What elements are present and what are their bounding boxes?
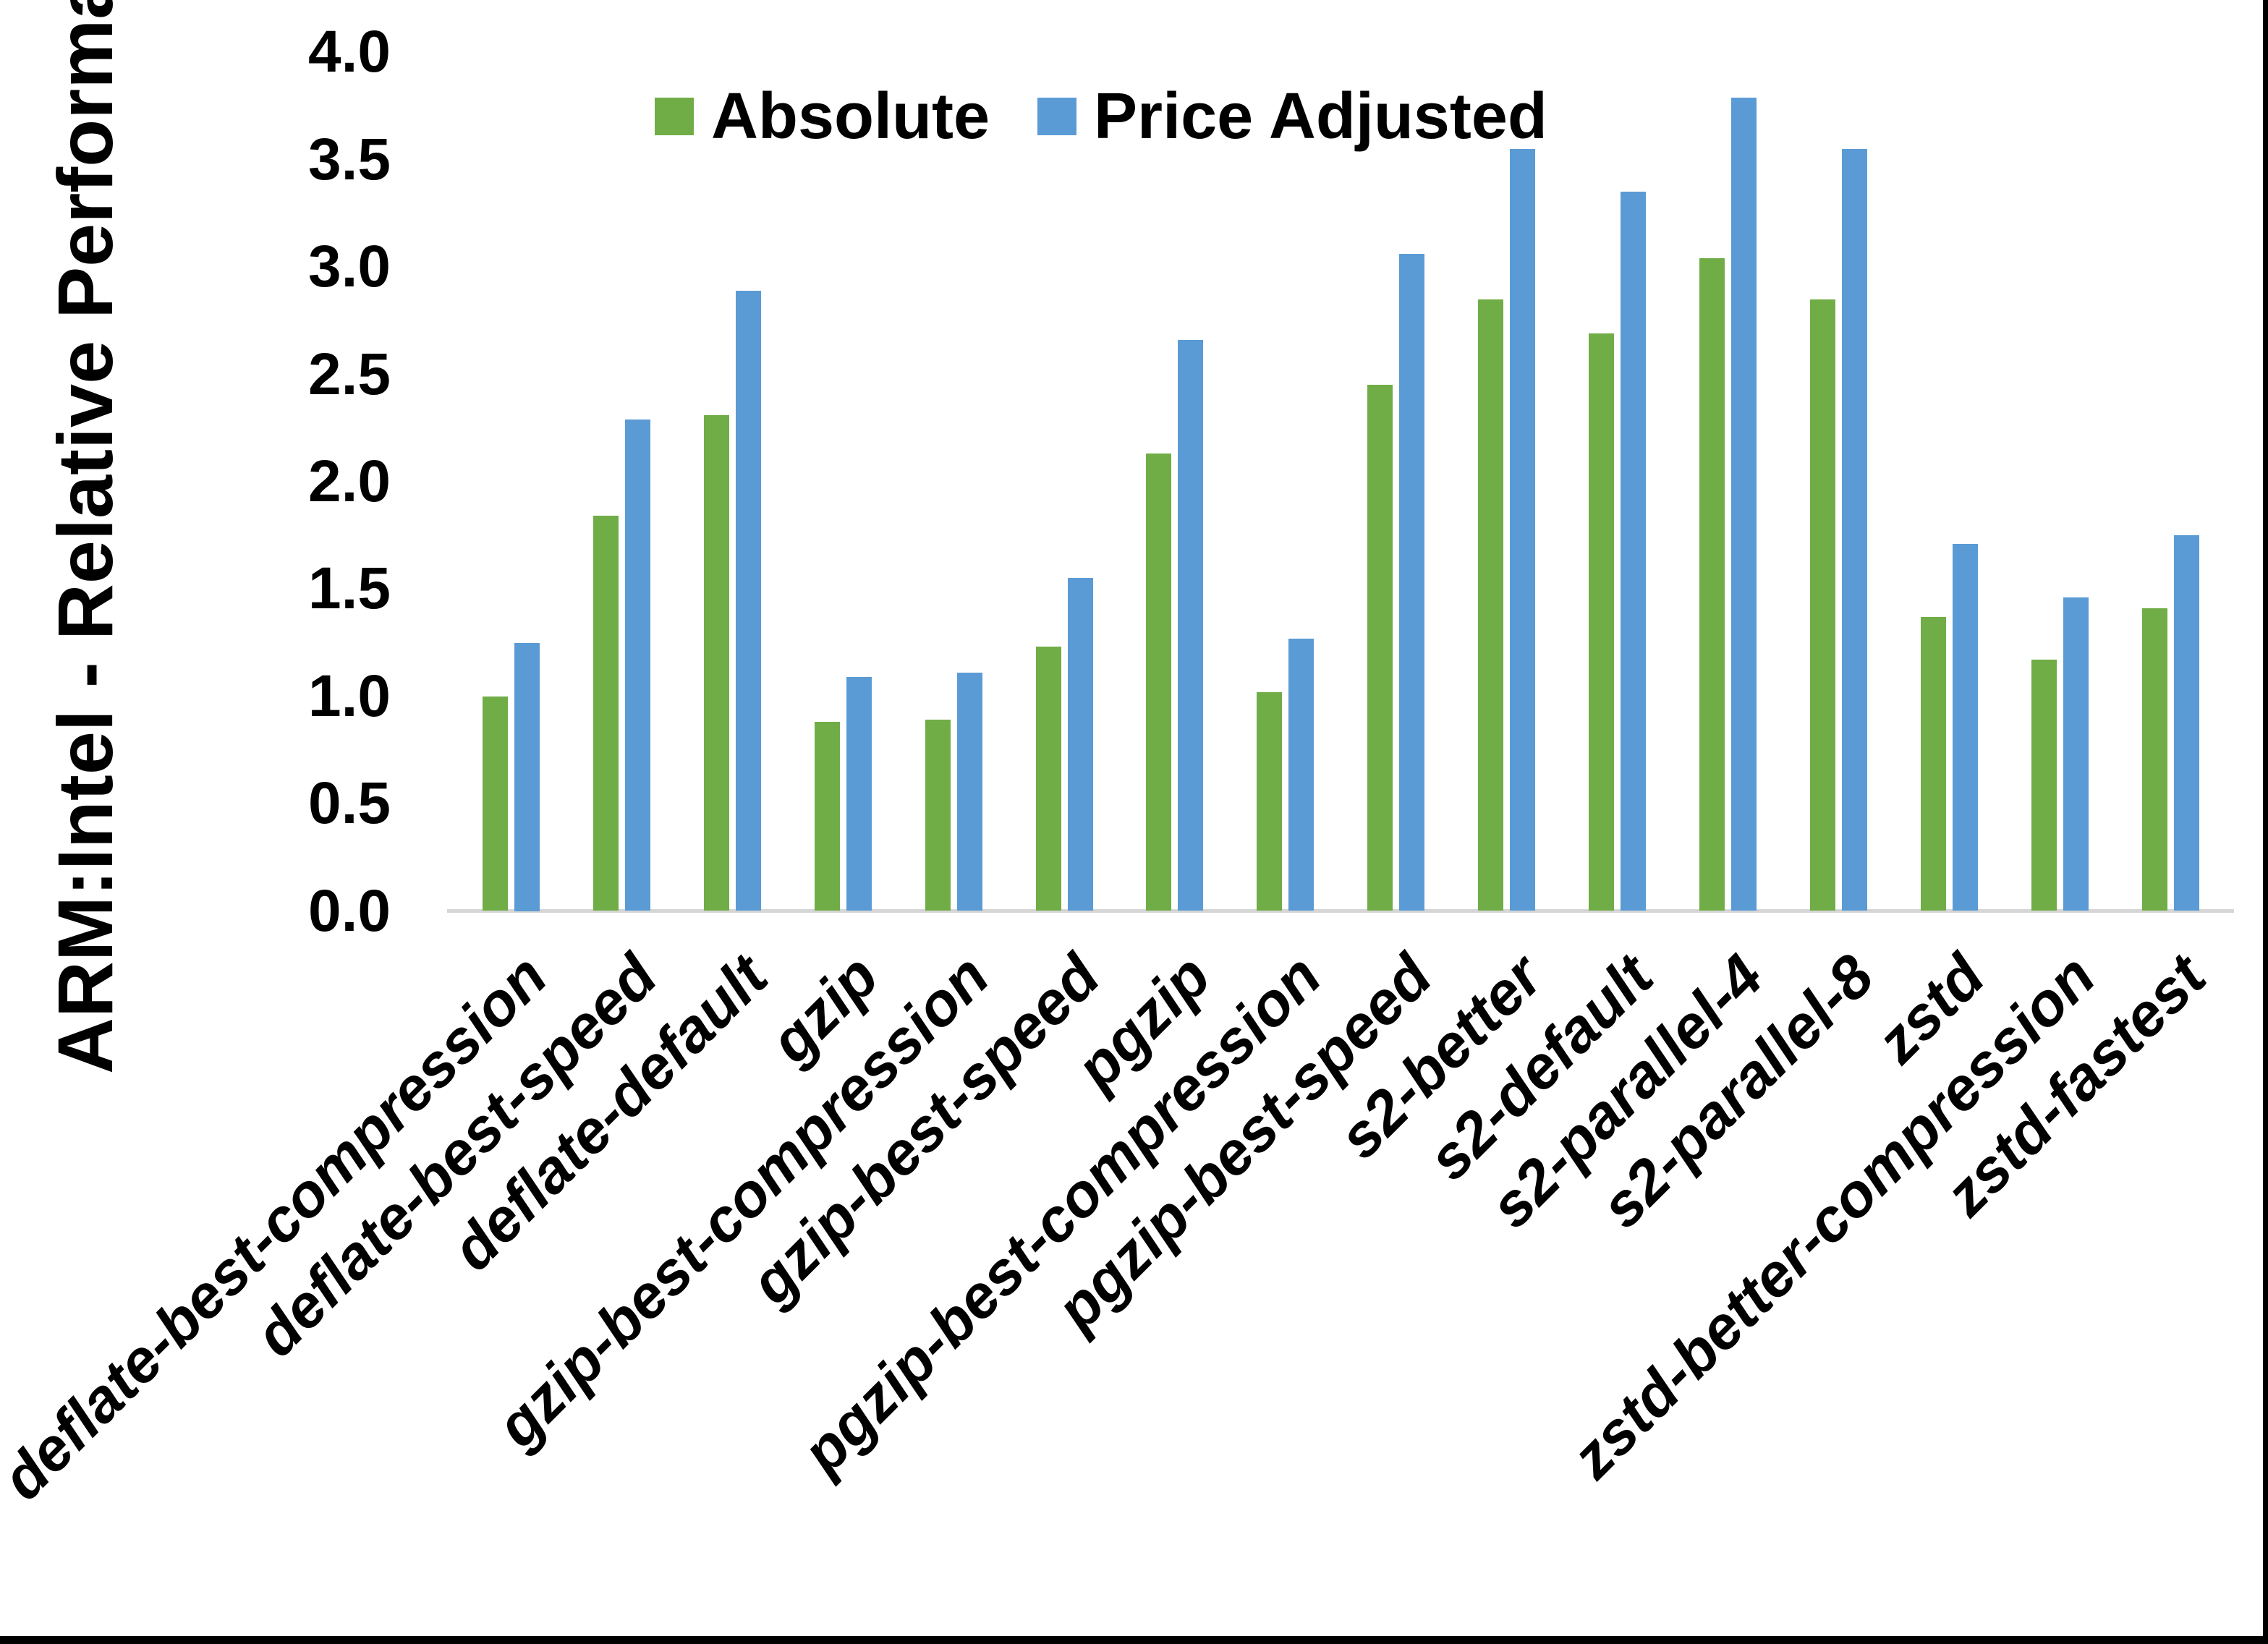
window-border-bottom bbox=[0, 1636, 2268, 1644]
bar-pgzip-price-adjusted bbox=[1178, 340, 1204, 911]
bar-s2-parallel-8-absolute bbox=[1809, 299, 1835, 911]
bar-pgzip-best-compression-absolute bbox=[1257, 691, 1283, 911]
bar-s2-parallel-8-price-adjusted bbox=[1841, 148, 1867, 911]
legend-label-price-adjusted: Price Adjusted bbox=[1094, 80, 1547, 153]
bar-zstd-price-adjusted bbox=[1952, 543, 1978, 911]
bar-s2-default-absolute bbox=[1589, 333, 1614, 911]
y-tick-label-2.5: 2.5 bbox=[308, 341, 391, 407]
bar-pgzip-best-speed-absolute bbox=[1367, 385, 1393, 911]
y-tick-label-3.5: 3.5 bbox=[308, 126, 391, 192]
bar-s2-default-price-adjusted bbox=[1621, 192, 1646, 911]
y-tick-label-4.0: 4.0 bbox=[308, 19, 391, 85]
bar-deflate-default-absolute bbox=[703, 414, 729, 911]
bar-s2-parallel-4-absolute bbox=[1699, 258, 1725, 911]
y-tick-label-3.0: 3.0 bbox=[308, 234, 391, 300]
bar-zstd-absolute bbox=[1920, 616, 1946, 911]
bar-zstd-fastest-absolute bbox=[2141, 608, 2167, 911]
bar-deflate-best-speed-absolute bbox=[593, 516, 619, 911]
bar-gzip-price-adjusted bbox=[846, 676, 872, 911]
bar-deflate-best-compression-price-adjusted bbox=[514, 642, 540, 911]
bar-gzip-best-compression-absolute bbox=[925, 720, 951, 911]
bar-pgzip-absolute bbox=[1146, 453, 1172, 911]
bar-pgzip-best-compression-price-adjusted bbox=[1288, 638, 1314, 911]
y-tick-label-1.5: 1.5 bbox=[308, 555, 391, 622]
x-axis-line bbox=[447, 909, 2234, 913]
bar-deflate-best-compression-absolute bbox=[483, 696, 508, 911]
bar-deflate-default-price-adjusted bbox=[735, 290, 761, 911]
bar-zstd-better-compression-price-adjusted bbox=[2063, 597, 2089, 911]
window-border-right bbox=[2263, 0, 2268, 1644]
bar-s2-better-price-adjusted bbox=[1510, 148, 1536, 911]
bar-zstd-fastest-price-adjusted bbox=[2173, 535, 2199, 911]
bar-gzip-best-compression-price-adjusted bbox=[956, 673, 982, 911]
y-tick-label-1.0: 1.0 bbox=[308, 663, 391, 729]
y-tick-label-0.0: 0.0 bbox=[308, 877, 391, 944]
bar-gzip-best-speed-absolute bbox=[1035, 647, 1061, 911]
bar-gzip-absolute bbox=[814, 722, 840, 911]
y-tick-label-0.5: 0.5 bbox=[308, 770, 391, 837]
bar-deflate-best-speed-price-adjusted bbox=[624, 419, 650, 911]
bar-s2-better-absolute bbox=[1478, 299, 1504, 911]
bar-s2-parallel-4-price-adjusted bbox=[1730, 97, 1757, 911]
legend-swatch-absolute bbox=[655, 98, 694, 135]
legend: Absolute Price Adjusted bbox=[655, 80, 1547, 153]
bar-zstd-better-compression-absolute bbox=[2031, 660, 2057, 911]
y-tick-label-2.0: 2.0 bbox=[308, 448, 391, 514]
bar-pgzip-best-speed-price-adjusted bbox=[1399, 254, 1425, 911]
bar-gzip-best-speed-price-adjusted bbox=[1067, 578, 1093, 911]
legend-swatch-price-adjusted bbox=[1037, 98, 1077, 135]
legend-label-absolute: Absolute bbox=[711, 80, 990, 153]
